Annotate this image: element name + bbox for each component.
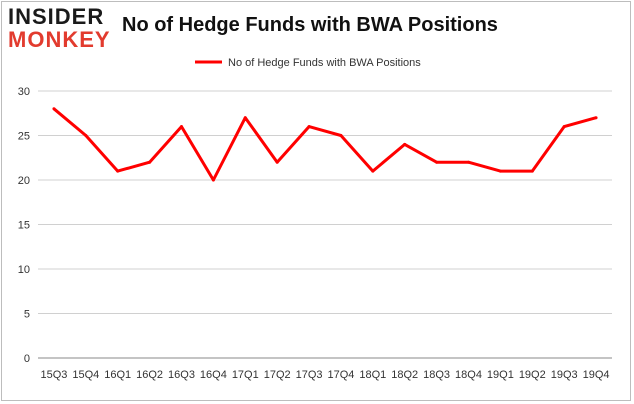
x-tick-label: 17Q3 (296, 369, 323, 381)
x-tick-label: 18Q1 (359, 369, 386, 381)
x-tick-label: 18Q3 (423, 369, 450, 381)
x-tick-label: 15Q3 (40, 369, 67, 381)
data-point (180, 125, 183, 129)
x-tick-label: 17Q4 (327, 369, 354, 381)
x-tick-label: 19Q4 (583, 369, 610, 381)
x-tick-label: 16Q1 (104, 369, 131, 381)
data-point (84, 134, 88, 137)
x-tick-label: 16Q3 (168, 369, 195, 381)
data-point (530, 169, 534, 173)
x-tick-label: 17Q2 (264, 369, 291, 381)
logo-text-bottom: MONKEY (8, 27, 111, 52)
data-point (116, 169, 120, 173)
y-tick-label: 30 (18, 86, 30, 98)
logo-text-top: INSIDER (8, 4, 105, 29)
y-axis: 0 5 10 15 20 25 30 (18, 86, 30, 365)
data-point (403, 142, 407, 146)
data-point (275, 160, 279, 164)
legend: No of Hedge Funds with BWA Positions (195, 57, 421, 69)
series-layer (52, 107, 598, 182)
chart-title: No of Hedge Funds with BWA Positions (122, 14, 498, 36)
data-point (594, 116, 598, 120)
data-point (562, 125, 566, 129)
x-tick-label: 16Q2 (136, 369, 163, 381)
data-point (52, 107, 56, 111)
x-tick-label: 18Q4 (455, 369, 482, 381)
y-tick-label: 5 (24, 309, 30, 321)
y-tick-label: 20 (18, 175, 30, 187)
x-tick-label: 18Q2 (391, 369, 418, 381)
legend-label: No of Hedge Funds with BWA Positions (228, 57, 421, 69)
data-point (307, 125, 311, 129)
x-tick-label: 19Q3 (551, 369, 578, 381)
data-point (435, 160, 439, 164)
x-tick-label: 15Q4 (72, 369, 99, 381)
data-point (243, 116, 247, 120)
x-tick-label: 19Q1 (487, 369, 514, 381)
x-axis: 15Q3 15Q4 16Q1 16Q2 16Q3 16Q4 17Q1 17Q2 17Q3 17Q4… (40, 369, 609, 381)
data-point (498, 169, 502, 173)
gridlines (38, 90, 612, 359)
data-point (467, 160, 470, 164)
y-tick-label: 10 (18, 264, 30, 276)
y-tick-label: 15 (18, 220, 30, 232)
data-point (371, 169, 375, 173)
insider-monkey-logo: INSIDER MONKEY (8, 6, 118, 52)
data-point (339, 134, 343, 137)
series-line (52, 107, 597, 182)
y-tick-label: 0 (24, 353, 30, 365)
data-point (211, 178, 215, 182)
x-tick-label: 16Q4 (200, 369, 227, 381)
x-tick-label: 19Q2 (519, 369, 546, 381)
x-tick-label: 17Q1 (232, 369, 259, 381)
data-point (148, 160, 152, 164)
y-tick-label: 25 (18, 131, 30, 143)
